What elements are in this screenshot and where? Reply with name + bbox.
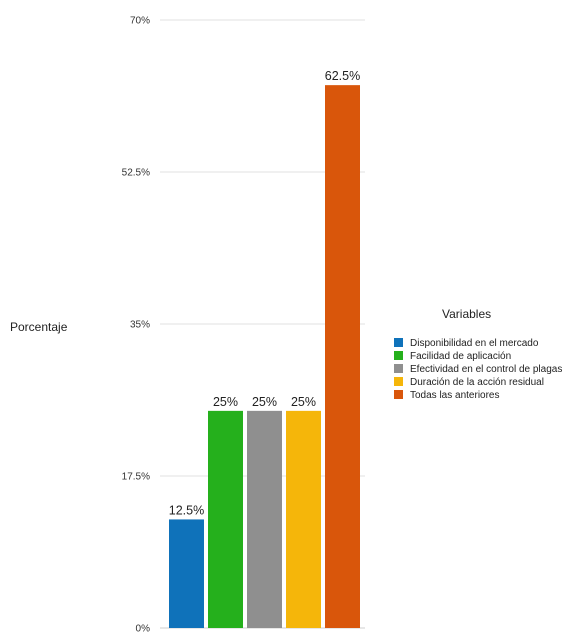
legend-items: Disponibilidad en el mercado Facilidad de… (394, 338, 562, 401)
legend-item: Duración de la acción residual (394, 377, 544, 388)
y-tick-label: 35% (130, 320, 150, 331)
legend: Variables Disponibilidad en el mercado Fa… (394, 307, 562, 401)
legend-label: Facilidad de aplicación (410, 351, 511, 362)
legend-title: Variables (442, 307, 491, 321)
y-tick-label: 0% (136, 624, 151, 632)
data-label: 25% (213, 395, 238, 409)
y-axis-label: Porcentaje (10, 320, 68, 334)
legend-label: Disponibilidad en el mercado (410, 338, 539, 349)
bar (208, 410, 243, 628)
legend-label: Todas las anteriores (410, 390, 500, 401)
bar (286, 410, 321, 628)
bar (247, 410, 282, 628)
data-label: 25% (252, 395, 277, 409)
y-tick-label: 17.5% (122, 472, 150, 483)
data-label: 25% (291, 395, 316, 409)
legend-label: Efectividad en el control de plagas (410, 364, 562, 375)
legend-item: Disponibilidad en el mercado (394, 338, 539, 349)
y-axis-ticks: 0% 17.5% 35% 52.5% 70% (122, 16, 150, 632)
data-label: 62.5% (325, 69, 360, 83)
legend-swatch (394, 390, 403, 399)
legend-item: Efectividad en el control de plagas (394, 364, 562, 375)
legend-label: Duración de la acción residual (410, 377, 544, 388)
y-tick-label: 70% (130, 16, 150, 27)
legend-swatch (394, 364, 403, 373)
legend-item: Todas las anteriores (394, 390, 500, 401)
data-labels: 12.5% 25% 25% 25% 62.5% (169, 69, 360, 517)
legend-item: Facilidad de aplicación (394, 351, 511, 362)
bar (169, 519, 204, 628)
legend-swatch (394, 377, 403, 386)
data-label: 12.5% (169, 503, 204, 517)
legend-swatch (394, 351, 403, 360)
y-tick-label: 52.5% (122, 168, 150, 179)
legend-swatch (394, 338, 403, 347)
bars (169, 85, 360, 628)
bar (325, 85, 360, 628)
